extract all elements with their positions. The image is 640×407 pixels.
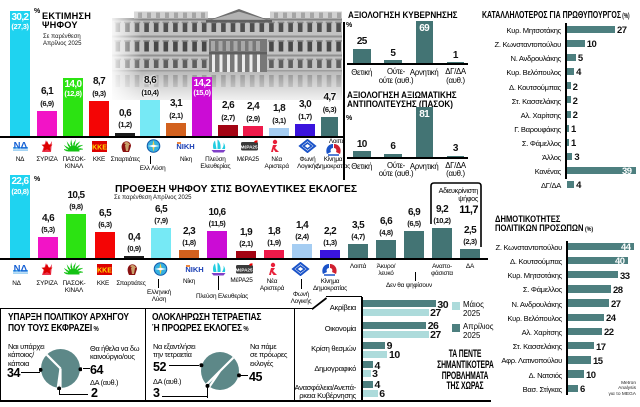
svg-text:ΜέΡΑ25: ΜέΡΑ25: [235, 267, 252, 272]
svg-text:ΝΔ: ΝΔ: [13, 264, 27, 275]
svg-text:ΝΔ: ΝΔ: [13, 141, 27, 152]
svg-text:ΝΙΚΗ: ΝΙΚΗ: [176, 142, 194, 151]
svg-text:ΚΚΕ: ΚΚΕ: [92, 145, 107, 152]
svg-text:ΝΙΚΗ: ΝΙΚΗ: [185, 265, 203, 274]
svg-text:ΚΚΕ: ΚΚΕ: [97, 268, 112, 275]
svg-text:ΜέΡΑ25: ΜέΡΑ25: [240, 144, 257, 149]
